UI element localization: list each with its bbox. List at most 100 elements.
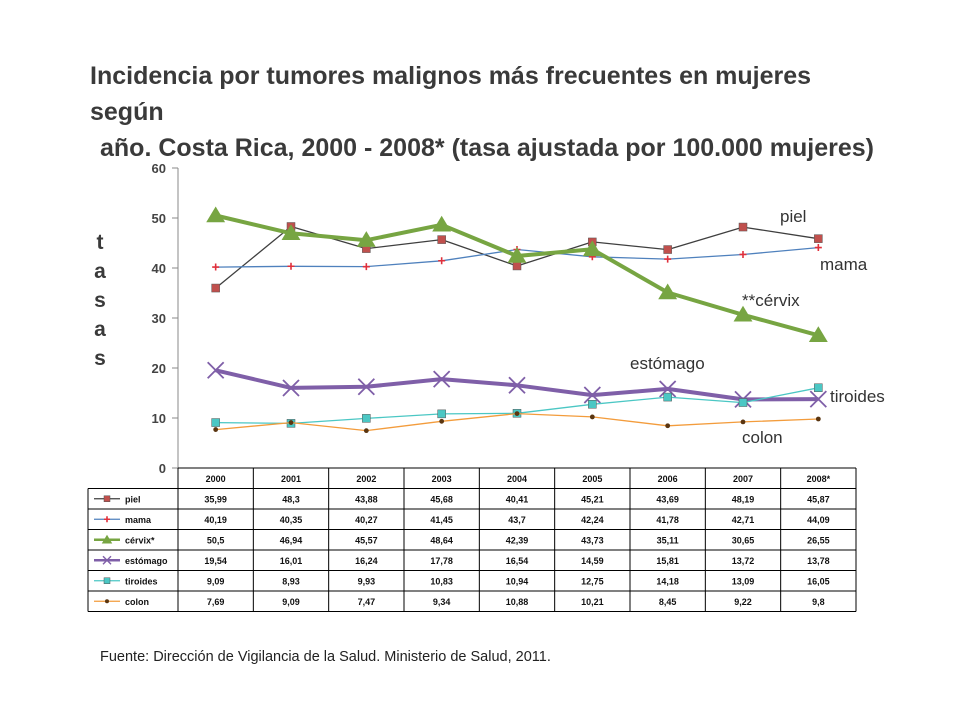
data-point-cervix — [808, 326, 828, 342]
data-point-piel — [211, 283, 220, 293]
data-point-cervix — [582, 240, 602, 257]
legend-marker-tiroides — [103, 577, 111, 584]
table-value-mama: 40,35 — [280, 515, 303, 525]
data-point-piel — [437, 235, 446, 244]
data-point-cervix — [507, 247, 527, 263]
legend-marker-colon — [105, 599, 109, 604]
chart-title-line-1: Incidencia por tumores malignos más frec… — [90, 62, 812, 126]
data-point-colon — [815, 416, 821, 422]
data-point-tiroides — [362, 414, 371, 423]
table-value-cervix: 30,65 — [732, 535, 755, 545]
table-value-tiroides: 10,94 — [506, 576, 529, 586]
legend-marker-cervix — [101, 534, 113, 544]
table-value-cervix: 50,5 — [207, 535, 225, 545]
y-tick-label: 30 — [152, 311, 166, 326]
x-category-label: 2008* — [807, 474, 831, 484]
data-point-mama — [212, 263, 220, 271]
data-point-estomago — [207, 361, 225, 379]
data-point-colon — [288, 420, 294, 425]
legend-label-piel: piel — [125, 494, 141, 504]
data-point-colon — [363, 428, 369, 434]
table-value-colon: 7,47 — [358, 597, 376, 607]
data-point-cervix — [733, 305, 753, 322]
table-value-mama: 42,71 — [732, 515, 755, 525]
chart-title: Incidencia por tumores malignos más frec… — [90, 58, 890, 166]
table-value-cervix: 48,64 — [430, 535, 453, 545]
table-value-cervix: 45,57 — [355, 535, 378, 545]
table-value-mama: 42,24 — [581, 515, 604, 525]
data-point-estomago — [809, 390, 827, 408]
source-note: Fuente: Dirección de Vigilancia de la Sa… — [100, 649, 551, 665]
data-point-estomago — [357, 378, 375, 396]
data-point-mama — [814, 244, 822, 252]
data-point-colon — [740, 419, 746, 425]
table-value-piel: 43,69 — [656, 494, 679, 504]
data-point-estomago — [282, 379, 300, 397]
y-axis-label-letter: a — [94, 318, 106, 341]
data-point-estomago — [583, 386, 601, 404]
table-value-estomago: 13,78 — [807, 556, 830, 566]
data-point-cervix — [206, 206, 226, 223]
series-line-cervix — [215, 213, 819, 338]
data-point-colon — [514, 411, 520, 416]
chart-title-line-2: año. Costa Rica, 2000 - 2008* (tasa ajus… — [100, 134, 874, 162]
table-value-mama: 40,27 — [355, 515, 378, 525]
table-value-estomago: 13,72 — [732, 556, 755, 566]
table-value-mama: 41,78 — [656, 515, 679, 525]
table-value-estomago: 19,54 — [204, 556, 227, 566]
data-point-cervix — [356, 231, 376, 247]
data-point-piel — [738, 222, 748, 232]
data-point-tiroides — [663, 392, 672, 402]
data-point-estomago — [508, 376, 526, 394]
table-value-cervix: 35,11 — [657, 535, 679, 545]
table-value-tiroides: 8,93 — [282, 576, 300, 586]
table-value-mama: 44,09 — [807, 515, 830, 525]
table-value-tiroides: 14,18 — [656, 576, 679, 586]
series-label-estomago: estómago — [630, 354, 705, 373]
data-point-tiroides — [588, 400, 597, 409]
table-value-colon: 10,21 — [581, 597, 604, 607]
x-category-label: 2003 — [432, 474, 452, 484]
table-value-estomago: 15,81 — [656, 556, 679, 566]
y-tick-label: 50 — [152, 211, 166, 226]
x-category-label: 2000 — [206, 474, 226, 484]
data-point-cervix — [281, 224, 301, 241]
table-value-estomago: 14,59 — [581, 556, 604, 566]
series-label-cervix: **cérvix — [742, 291, 800, 310]
table-value-cervix: 46,94 — [280, 535, 303, 545]
table-value-estomago: 16,24 — [355, 556, 378, 566]
data-point-colon — [589, 414, 595, 420]
data-point-estomago — [433, 370, 451, 388]
series-label-mama: mama — [820, 255, 868, 274]
table-value-piel: 35,99 — [204, 494, 227, 504]
table-value-estomago: 16,54 — [506, 556, 529, 566]
table-value-piel: 48,19 — [732, 494, 755, 504]
legend-label-colon: colon — [125, 597, 149, 607]
table-value-mama: 41,45 — [430, 515, 453, 525]
legend-label-estomago: estómago — [125, 556, 168, 566]
x-category-label: 2001 — [281, 474, 301, 484]
table-value-piel: 45,68 — [430, 494, 453, 504]
data-table — [87, 467, 857, 612]
table-value-piel: 45,87 — [807, 494, 830, 504]
table-value-estomago: 17,78 — [430, 556, 453, 566]
table-value-piel: 43,88 — [355, 494, 378, 504]
data-point-colon — [439, 418, 445, 424]
table-value-colon: 10,88 — [506, 597, 529, 607]
table-value-tiroides: 13,09 — [732, 576, 755, 586]
x-category-label: 2002 — [356, 474, 376, 484]
series-label-tiroides: tiroides — [830, 387, 885, 406]
legend-marker-piel — [103, 495, 111, 502]
data-point-estomago — [659, 380, 677, 398]
data-point-mama — [438, 257, 446, 265]
table-value-colon: 9,22 — [734, 597, 752, 607]
table-value-estomago: 16,01 — [280, 556, 303, 566]
legend-marker-estomago — [102, 555, 112, 565]
series-label-piel: piel — [780, 207, 806, 226]
y-axis-label-letter: a — [94, 260, 106, 283]
data-point-tiroides — [211, 418, 220, 427]
table-value-tiroides: 9,93 — [358, 576, 376, 586]
table-value-colon: 7,69 — [207, 597, 225, 607]
legend-label-cervix: cérvix* — [125, 535, 155, 545]
data-point-cervix — [658, 283, 678, 300]
